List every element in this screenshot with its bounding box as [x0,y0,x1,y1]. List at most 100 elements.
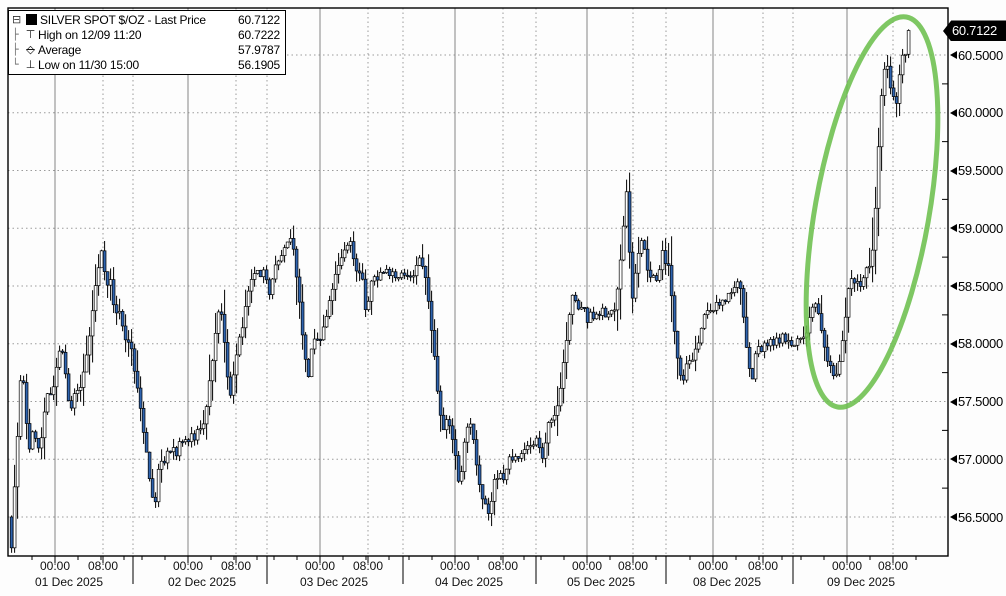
up-candle [609,310,614,315]
legend-row-value: 56.1905 [238,57,280,72]
down-candle [510,456,515,461]
up-candle [786,340,791,343]
down-candle [303,334,308,360]
up-candle [285,241,290,249]
down-candle [480,484,485,500]
up-candle [762,342,767,353]
legend-row-low: └ ⊥ Low on 11/30 15:00 56.1905 [12,57,280,72]
up-candle [621,225,626,261]
down-candle [192,433,197,441]
legend-box: ⊟ SILVER SPOT $/OZ - Last Price 60.7122 … [8,10,286,75]
down-candle [315,338,320,341]
up-candle [882,68,887,96]
down-candle [357,270,362,274]
down-candle [174,447,179,457]
down-candle [168,450,173,453]
up-candle [87,335,92,356]
up-candle [396,277,401,280]
up-candle [834,373,839,377]
up-candle [639,240,644,254]
down-candle [222,313,227,343]
up-candle [276,260,281,266]
up-candle [99,250,104,269]
up-candle [768,339,773,347]
last-price-badge: 60.7122 [943,20,1006,42]
up-candle [633,272,638,299]
up-candle [84,354,89,373]
up-candle [792,344,797,347]
up-candle [78,387,83,391]
down-candle [264,269,269,281]
y-axis-label: 57.0000 [950,451,1003,467]
down-candle [777,337,782,344]
up-candle [411,275,416,278]
up-candle [384,268,389,273]
up-candle [45,393,50,413]
up-candle [201,423,206,430]
x-axis-time-label: 00:00 [439,559,471,573]
up-candle [270,278,275,295]
up-candle [534,437,539,446]
y-axis-label-text: 58.5000 [958,278,1003,294]
up-candle [543,442,548,459]
up-candle [555,405,560,416]
up-candle [324,316,329,328]
up-candle [720,299,725,306]
up-candle [495,478,500,480]
down-candle [66,373,71,402]
up-candle [690,359,695,362]
x-axis-time-label: 00:00 [304,559,336,573]
y-tick-arrow-icon [950,513,957,521]
up-candle [195,429,200,441]
legend-expand-icon[interactable]: ⊟ [12,13,22,26]
down-candle [672,295,677,332]
up-candle [261,269,266,278]
up-candle [171,447,176,453]
down-candle [132,348,137,372]
down-candle [891,87,896,97]
up-candle [462,441,467,472]
up-candle [657,269,662,281]
up-candle [870,249,875,267]
up-candle [840,340,845,362]
up-candle [468,423,473,428]
down-candle [741,288,746,318]
up-candle [600,307,605,316]
y-axis-label-text: 60.0000 [958,105,1003,121]
up-candle [861,277,866,287]
up-candle [615,288,620,311]
down-candle [306,358,311,377]
down-candle [432,330,437,357]
up-candle [390,271,395,277]
down-candle [135,370,140,389]
y-tick-arrow-icon [950,166,957,175]
x-axis-time-label: 08:00 [87,559,119,573]
down-candle [267,279,272,295]
green-circle-annotation [803,14,941,410]
up-candle [843,316,848,342]
up-candle [558,387,563,407]
down-candle [114,304,119,314]
legend-row-label: Average [38,42,82,57]
up-candle [369,280,374,302]
down-candle [456,455,461,482]
down-candle [429,300,434,331]
up-candle [30,431,35,450]
down-candle [501,473,506,481]
down-candle [426,277,431,302]
down-candle [105,271,110,286]
up-candle [579,307,584,310]
up-candle [570,294,575,315]
up-candle [90,310,95,337]
down-candle [162,460,167,464]
up-candle [798,338,803,341]
y-axis-label-text: 56.5000 [958,509,1003,525]
up-candle [660,250,665,271]
high-marker-icon: ⊤ [25,28,36,41]
up-candle [39,437,44,449]
down-candle [663,250,668,265]
down-candle [654,275,659,281]
up-candle [618,259,623,290]
